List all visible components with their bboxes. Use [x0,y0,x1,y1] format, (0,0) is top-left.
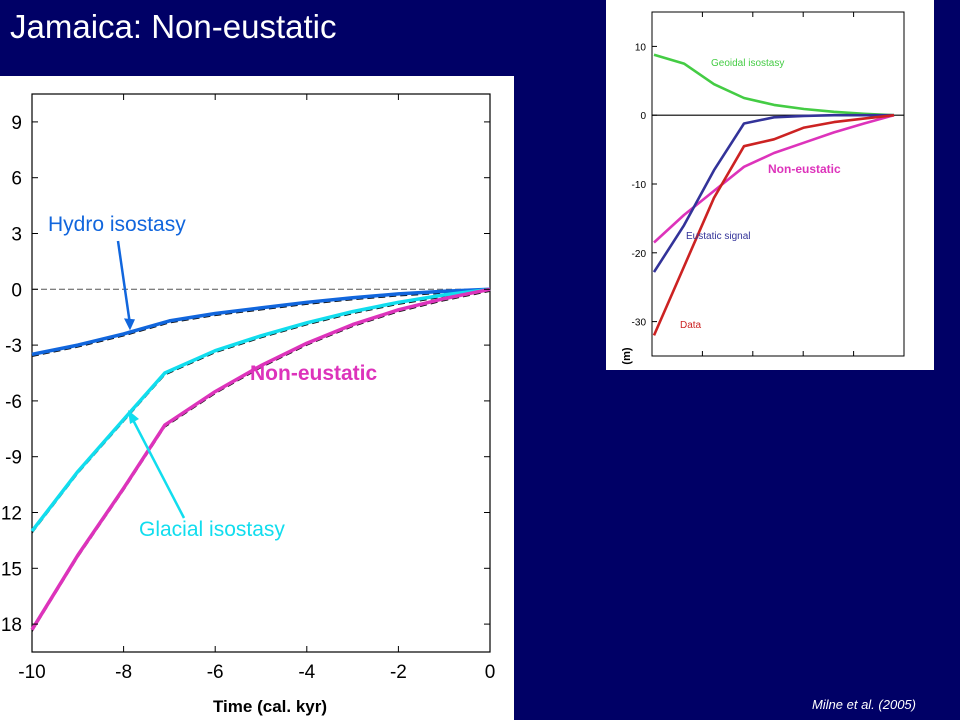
main-y-tick-label: -18 [0,615,22,636]
annotation-non-eustatic: Non-eustatic [250,362,378,385]
main-y-tick-label: -9 [5,448,22,469]
main-x-tick-label: 0 [485,662,496,683]
inset-y-axis-label: (m) [621,347,633,364]
main-series-line-non-eustatic [30,287,491,631]
inset-series-line-geoidal-isostasy [653,53,895,117]
main-annotations: Hydro isostasy Glacial isostasy Non-eustat… [48,213,378,541]
annotation-glacial-arrow [130,417,186,519]
main-x-tick-label: -6 [207,662,224,683]
inset-y-tick-label: -20 [632,249,647,260]
main-x-tick-label: -4 [298,662,315,683]
main-series-line-glacial-isostasy [30,287,491,533]
main-x-tick-label: -8 [115,662,132,683]
main-y-tick-label: -15 [0,559,22,580]
inset-label-geoidal-isostasy: Geoidal isostasy [711,58,784,69]
main-y-tick-label: 6 [11,169,22,190]
inset-label-eustatic-signal: Eustatic signal [686,231,750,242]
annotation-glacial-isostasy: Glacial isostasy [139,518,285,541]
main-y-tick-label: -6 [5,392,22,413]
annotation-glacial-arrowhead [128,410,139,424]
main-y-tick-label: -3 [5,336,22,357]
inset-label-non-eustatic: Non-eustatic [768,162,841,176]
annotation-hydro-isostasy: Hydro isostasy [48,213,186,236]
annotation-hydro-arrow [116,240,132,325]
inset-y-tick-label: -30 [632,318,647,329]
inset-annotations: Geoidal isostasy Non-eustatic Eustatic sig… [680,58,841,331]
inset-chart-background [606,0,934,370]
citation-credit: Milne et al. (2005) [811,697,916,712]
main-reference-line-hydro-isostasy [31,290,491,357]
inset-y-tick-label: 0 [640,111,646,122]
main-chart-background [0,76,514,720]
main-x-tick-label: -10 [18,662,45,683]
inset-y-tick-label: -10 [632,180,647,191]
inset-series-line-data [652,113,895,336]
annotation-hydro-arrowhead [124,318,135,331]
main-x-axis-label: Time (cal. kyr) [213,697,327,716]
main-y-tick-label: -12 [0,504,22,525]
inset-axis-ticks: 10 0 -10 -20 -30 [632,12,855,356]
main-series-line-hydro-isostasy [31,287,491,357]
main-y-tick-label: 3 [11,225,22,246]
inset-chart: 10 0 -10 -20 -30 (m) Geoidal isostasy Non-eus… [606,0,934,370]
main-plot-area [30,93,491,653]
slide-title: Jamaica: Non-eustatic [10,8,337,45]
inset-label-data: Data [680,320,702,331]
main-plot-frame [31,93,491,653]
main-y-tick-label: 9 [11,113,22,134]
main-chart: 9 6 3 0 -3 -6 -9 -12 -15 -18 -10 -8 -6 -4 -2 0 Time (ca… [0,76,514,720]
main-x-tick-label: -2 [390,662,407,683]
inset-series-line-eustatic-signal [652,113,894,273]
main-y-tick-label: 0 [11,280,22,301]
inset-y-tick-label: 10 [635,42,647,53]
main-axis-ticks: 9 6 3 0 -3 -6 -9 -12 -15 -18 -10 -8 -6 -4 -2 0 [0,94,495,683]
